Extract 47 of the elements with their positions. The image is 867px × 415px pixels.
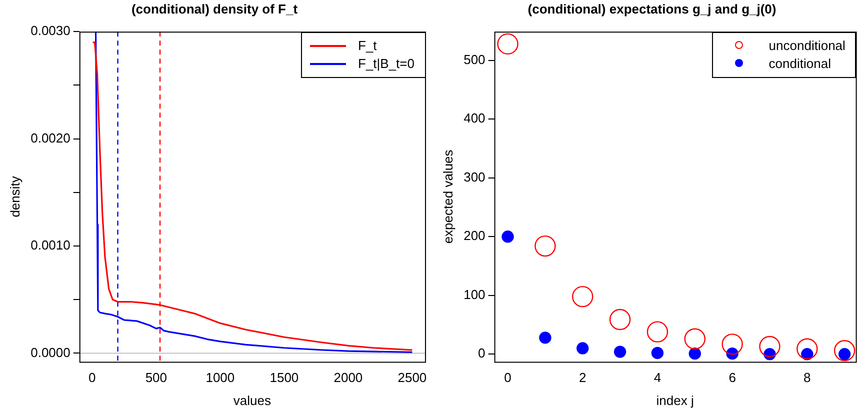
- point: [539, 332, 552, 344]
- x-tick-label: 500: [145, 370, 168, 386]
- x-tick-label: 4: [654, 370, 662, 386]
- y-tick-label: 200: [464, 228, 486, 244]
- point: [688, 347, 701, 360]
- chart-title: (conditional) density of F_t: [131, 1, 298, 16]
- y-tick-label: 0.0020: [30, 130, 70, 146]
- x-tick-label: 0: [88, 370, 96, 386]
- chart-title: (conditional) expectations g_j and g_j(0): [528, 1, 776, 16]
- legend-label: unconditional: [768, 36, 846, 55]
- point: [576, 342, 589, 354]
- point: [497, 33, 518, 55]
- point: [651, 346, 664, 360]
- y-tick-label: 0: [478, 346, 486, 361]
- x-axis-title: index j: [656, 392, 694, 408]
- point: [684, 328, 706, 350]
- point: [759, 336, 780, 358]
- x-tick-label: 1000: [206, 370, 235, 386]
- x-tick-label: 2: [578, 370, 586, 386]
- y-axis-title: density: [7, 176, 22, 218]
- point: [646, 321, 668, 342]
- y-tick-label: 0.0010: [30, 238, 70, 253]
- x-tick-label: 2000: [334, 370, 363, 386]
- point: [722, 334, 743, 355]
- legend-label: F_t: [358, 36, 377, 55]
- y-tick-label: 0.0000: [30, 344, 70, 360]
- x-tick-label: 8: [804, 370, 811, 386]
- legend-label: F_t|B_t=0: [358, 54, 414, 73]
- legend-label: conditional: [768, 54, 831, 73]
- x-axis-title: values: [233, 392, 272, 408]
- point: [609, 308, 631, 330]
- point: [834, 340, 856, 362]
- point: [572, 286, 594, 308]
- x-tick-label: 0: [504, 370, 512, 386]
- x-tick-label: 2500: [398, 370, 427, 386]
- x-tick-label: 1500: [270, 370, 299, 386]
- y-tick-label: 0.0030: [30, 23, 70, 38]
- y-tick-label: 100: [464, 286, 486, 302]
- point: [502, 230, 514, 243]
- x-tick-label: 6: [728, 370, 736, 386]
- point: [534, 235, 556, 257]
- y-axis-title: expected values: [440, 149, 456, 244]
- y-tick-label: 500: [464, 52, 486, 67]
- point: [614, 346, 626, 358]
- y-tick-label: 300: [464, 169, 486, 184]
- point: [796, 338, 818, 360]
- y-tick-label: 400: [464, 110, 486, 126]
